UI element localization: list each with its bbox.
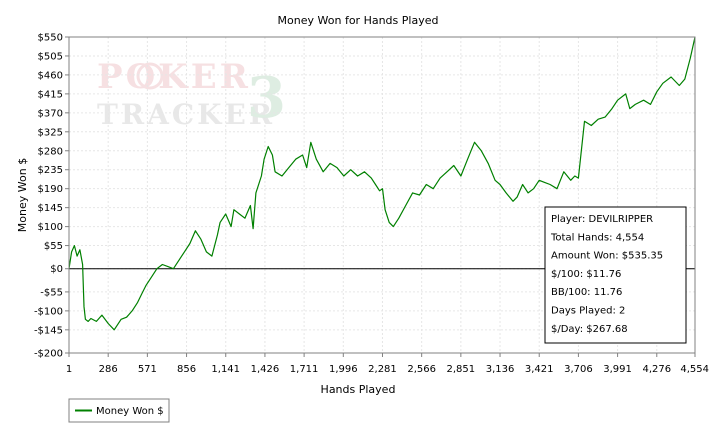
stats-line-3: $/100: $11.76: [551, 269, 621, 280]
x-axis-title: Hands Played: [321, 383, 396, 396]
x-tick-label-16: 4,554: [680, 364, 709, 375]
y-tick-label-2: -$100: [34, 306, 63, 317]
y-tick-label-9: $235: [38, 165, 63, 176]
y-tick-label-5: $55: [44, 241, 63, 252]
x-tick-label-7: 1,996: [329, 364, 358, 375]
y-tick-label-14: $460: [38, 70, 63, 81]
x-tick-label-9: 2,566: [407, 364, 436, 375]
y-tick-label-7: $145: [38, 203, 63, 214]
y-tick-label-11: $325: [38, 127, 63, 138]
y-tick-label-0: -$200: [34, 349, 63, 360]
y-tick-label-15: $505: [38, 51, 63, 62]
y-axis-title: Money Won $: [16, 158, 29, 232]
series-line-0: [68, 36, 696, 331]
y-tick-label-4: $0: [50, 264, 63, 275]
x-tick-label-6: 1,711: [290, 364, 319, 375]
x-tick-label-8: 2,281: [368, 364, 397, 375]
legend: Money Won $: [68, 398, 170, 423]
y-tick-label-10: $280: [38, 146, 63, 157]
stats-line-0: Player: DEVILRIPPER: [551, 214, 653, 225]
x-tick-label-10: 2,851: [447, 364, 476, 375]
x-axis-ticks: 1 286 571 856 1,141 1,426 1,711 1,996 2,281 2,566…: [66, 353, 709, 375]
y-tick-label-1: -$145: [34, 325, 63, 336]
stats-line-6: $/Day: $267.68: [551, 324, 628, 335]
poker-chip-icon: [136, 62, 164, 90]
y-tick-label-3: -$55: [40, 287, 63, 298]
watermark-line1: POKER: [97, 57, 251, 97]
x-tick-label-12: 3,421: [525, 364, 554, 375]
watermark-number: 3: [247, 65, 286, 131]
stats-line-5: Days Played: 2: [551, 306, 625, 317]
y-tick-label-16: $550: [38, 33, 63, 44]
stats-line-4: BB/100: 11.76: [551, 287, 622, 298]
y-tick-label-8: $190: [38, 184, 63, 195]
x-tick-label-13: 3,706: [564, 364, 593, 375]
x-tick-label-11: 3,136: [486, 364, 515, 375]
y-tick-label-12: $370: [38, 108, 63, 119]
x-tick-label-15: 4,276: [642, 364, 671, 375]
series-group: [68, 36, 696, 331]
stats-line-1: Total Hands: 4,554: [550, 232, 644, 243]
y-axis-ticks: -$200 -$145 -$100 -$55 $0 $55 $100 $145 $190 $235…: [34, 33, 69, 360]
stats-line-2: Amount Won: $535.35: [551, 251, 663, 262]
x-tick-label-1: 286: [99, 364, 118, 375]
y-tick-label-13: $415: [38, 89, 63, 100]
x-tick-label-5: 1,426: [251, 364, 280, 375]
poker-tracker-logo: POKER TRACKER 3: [97, 57, 286, 131]
legend-label: Money Won $: [96, 406, 164, 417]
legend-box: [68, 398, 170, 423]
x-tick-label-3: 856: [177, 364, 196, 375]
x-tick-label-14: 3,991: [603, 364, 632, 375]
watermark-line2: TRACKER: [97, 98, 275, 131]
stats-box-border: [544, 206, 687, 344]
chart-title: Money Won for Hands Played: [278, 14, 439, 27]
player-stats-box: Player: DEVILRIPPER Total Hands: 4,554 Amo…: [544, 206, 687, 344]
x-tick-label-0: 1: [66, 364, 72, 375]
y-tick-label-6: $100: [38, 222, 63, 233]
x-tick-label-2: 571: [138, 364, 157, 375]
x-tick-label-4: 1,141: [211, 364, 240, 375]
